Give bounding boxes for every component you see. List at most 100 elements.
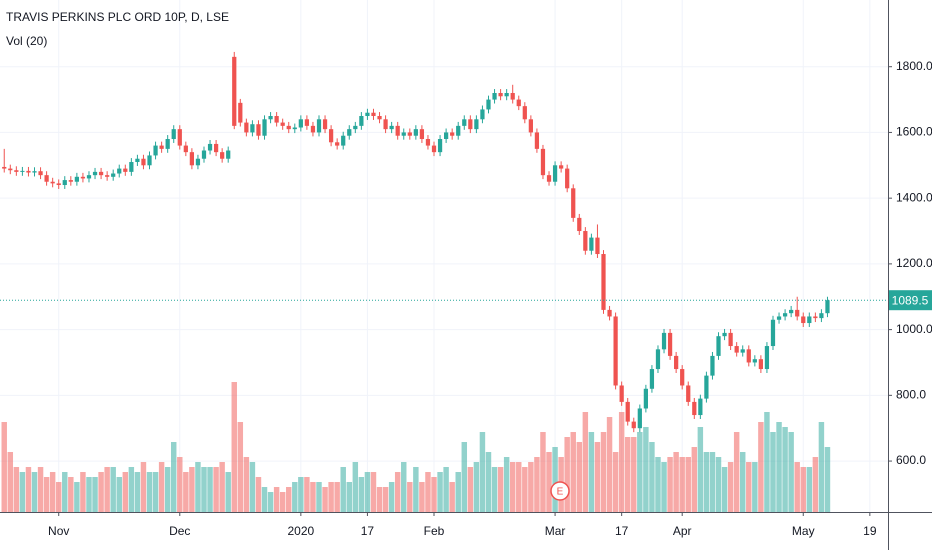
candle-body (450, 132, 455, 136)
y-tick-label: 600.0 (896, 453, 926, 467)
candle-body (716, 336, 721, 356)
candle-body (238, 102, 243, 123)
candle-body (516, 99, 521, 107)
candle-body (80, 176, 86, 179)
candle-body (534, 132, 540, 149)
volume-bar (776, 422, 782, 512)
candle-body (86, 175, 92, 179)
volume-bar (134, 472, 141, 512)
volume-bar (310, 482, 316, 512)
candle-body (159, 145, 164, 149)
volume-bar (340, 467, 346, 512)
x-tick-label: Dec (169, 524, 190, 538)
volume-bar (43, 477, 50, 512)
grid (0, 0, 888, 512)
candle-body (674, 355, 679, 370)
candle-body (123, 168, 128, 172)
volume-bar (431, 477, 437, 512)
y-tick-label: 1400.0 (896, 190, 932, 204)
candle-body (704, 375, 709, 399)
volume-bar (7, 452, 14, 512)
volume-bar (649, 442, 655, 512)
volume-bar (794, 462, 800, 512)
candle-body (292, 127, 297, 130)
candle-body (226, 150, 231, 159)
volume-bar (1, 422, 7, 512)
candle-layer (2, 51, 830, 433)
volume-bar (631, 437, 637, 512)
candle-body (758, 359, 764, 370)
volume-bar (455, 472, 461, 512)
volume-bar (461, 442, 468, 512)
volume-bar (600, 432, 607, 512)
candle-body (764, 346, 770, 370)
candle-body (201, 150, 207, 159)
candle-body (710, 355, 715, 376)
candle-body (770, 319, 776, 347)
candle-body (286, 125, 291, 130)
volume-bar (171, 442, 177, 512)
candle-body (395, 125, 400, 136)
volume-bar (231, 382, 237, 512)
volume-bar (564, 437, 570, 512)
volume-bar (691, 447, 698, 512)
candle-body (341, 135, 346, 146)
volume-bar (528, 462, 534, 512)
volume-bar (62, 472, 68, 512)
earnings-marker[interactable] (550, 481, 570, 501)
candle-body (371, 112, 376, 117)
candle-body (486, 99, 491, 110)
candle-body (801, 316, 806, 324)
tick-layer: 600.0 800.0 1000.0 1200.0 1400.0 1600.0 1800.0… (48, 59, 932, 538)
volume-bar (352, 462, 359, 512)
candle-body (56, 183, 61, 186)
candle-body (250, 124, 255, 133)
volume-bar (746, 462, 752, 512)
volume-bar (304, 477, 310, 512)
volume-bar (86, 477, 92, 512)
volume-bar (618, 412, 625, 512)
candle-body (274, 116, 279, 123)
candle-body (129, 162, 134, 172)
volume-bar (703, 452, 710, 512)
volume-bar (727, 462, 734, 512)
candle-body (480, 109, 485, 120)
volume-bar (195, 462, 201, 512)
volume-bar (606, 417, 613, 512)
volume-bar (655, 457, 661, 512)
volume-bar (358, 477, 365, 512)
candle-body (32, 171, 37, 173)
candle-body (389, 125, 394, 130)
volume-bar (624, 437, 631, 512)
candle-body (825, 300, 830, 314)
candle-body (462, 119, 467, 126)
candle-body (559, 165, 564, 169)
earnings-marker-label[interactable]: E (557, 487, 564, 498)
candle-body (546, 175, 552, 182)
volume-bar (334, 482, 340, 512)
volume-bar (709, 452, 716, 512)
candle-body (147, 155, 152, 166)
candle-body (613, 316, 618, 386)
candle-body (298, 119, 303, 128)
volume-bar (522, 467, 528, 512)
candle-body (528, 119, 533, 133)
volume-bar (189, 467, 195, 512)
candle-body (207, 143, 213, 151)
volume-bar (413, 467, 419, 512)
candle-body (268, 116, 273, 120)
volume-bar (364, 472, 371, 512)
volume-bar (152, 472, 159, 512)
volume-bar (588, 432, 595, 512)
candle-body (661, 332, 667, 350)
volume-bar (812, 457, 819, 512)
candle-body (220, 152, 225, 159)
candle-body (2, 166, 7, 169)
volume-bar (637, 432, 643, 512)
volume-bar (419, 482, 425, 512)
volume-bar (824, 447, 831, 512)
candle-body (680, 369, 685, 386)
candle-body (649, 369, 655, 389)
candle-body (335, 142, 340, 146)
